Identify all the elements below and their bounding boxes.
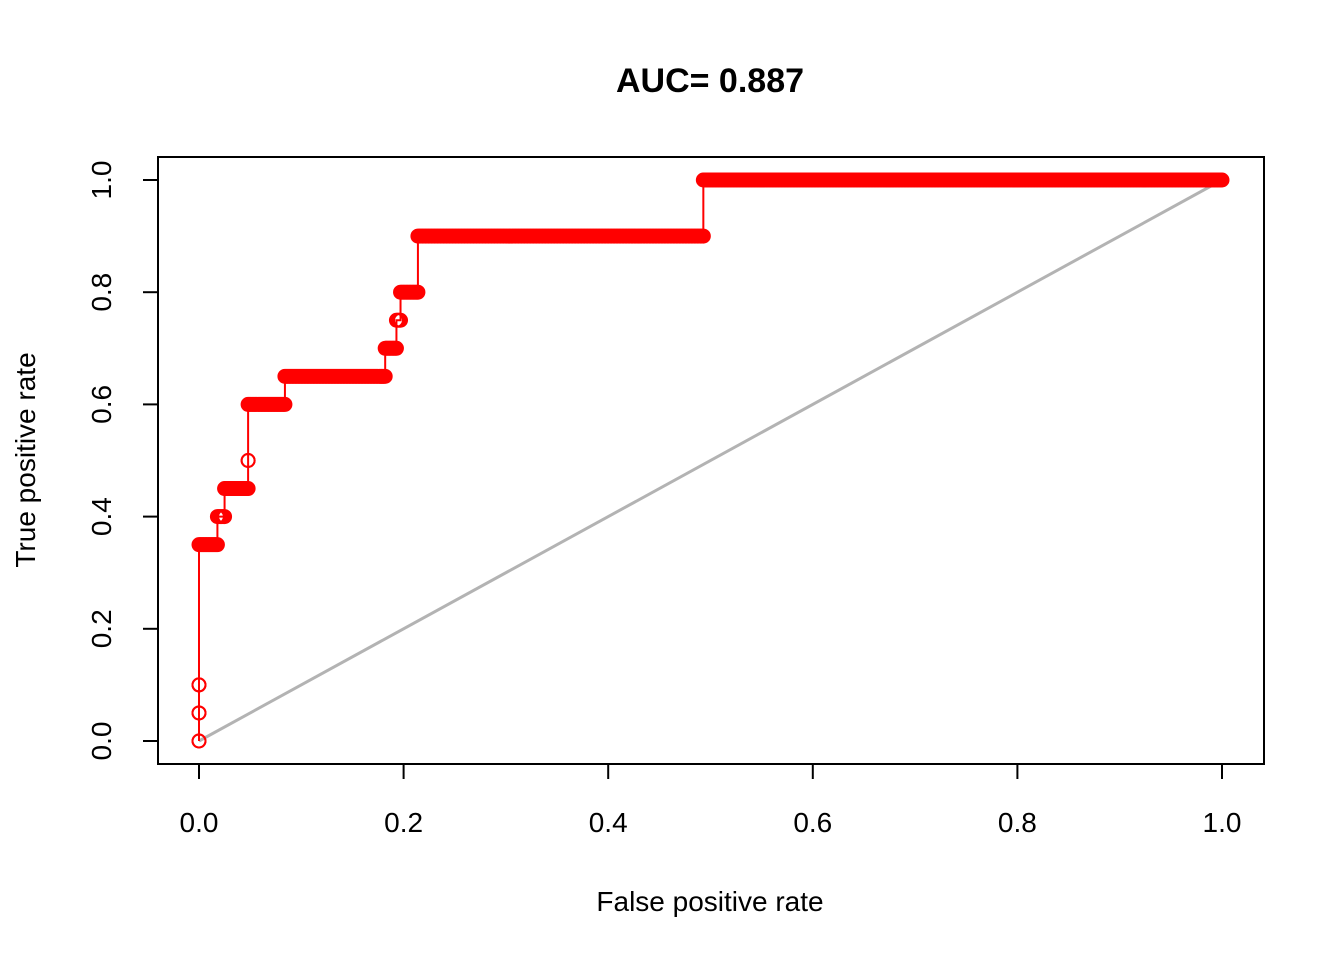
x-axis: 0.0 0.2 0.4 0.6 0.8 1.0: [180, 763, 1242, 838]
reference-diagonal-line: [198, 178, 1223, 743]
roc-point: [209, 537, 225, 553]
roc-point: [410, 284, 426, 300]
y-tick-label: 0.2: [86, 609, 117, 648]
roc-points: [191, 172, 1230, 749]
x-tick-label: 0.6: [793, 807, 832, 838]
y-tick-label: 0.6: [86, 385, 117, 424]
roc-point: [695, 228, 711, 244]
y-axis-label: True positive rate: [10, 352, 41, 567]
roc-point: [240, 481, 256, 497]
roc-point: [240, 453, 256, 468]
y-axis: 0.0 0.2 0.4 0.6 0.8 1.0: [86, 161, 159, 761]
y-tick-label: 1.0: [86, 161, 117, 200]
roc-point: [191, 705, 207, 721]
x-tick-label: 1.0: [1203, 807, 1242, 838]
y-tick-label: 0.8: [86, 273, 117, 312]
x-tick-label: 0.0: [180, 807, 219, 838]
roc-point: [277, 396, 293, 412]
x-tick-label: 0.8: [998, 807, 1037, 838]
roc-point: [191, 733, 207, 749]
x-axis-label: False positive rate: [596, 886, 823, 917]
roc-point: [191, 677, 207, 693]
roc-point: [377, 368, 393, 384]
roc-point: [388, 340, 404, 356]
y-tick-label: 0.4: [86, 497, 117, 536]
plot-area: [191, 172, 1230, 749]
roc-point: [393, 312, 409, 328]
roc-point: [217, 509, 233, 525]
x-tick-label: 0.4: [589, 807, 628, 838]
roc-point: [1214, 172, 1230, 188]
y-tick-label: 0.0: [86, 722, 117, 761]
x-tick-label: 0.2: [384, 807, 423, 838]
chart-title: AUC= 0.887: [616, 62, 804, 100]
